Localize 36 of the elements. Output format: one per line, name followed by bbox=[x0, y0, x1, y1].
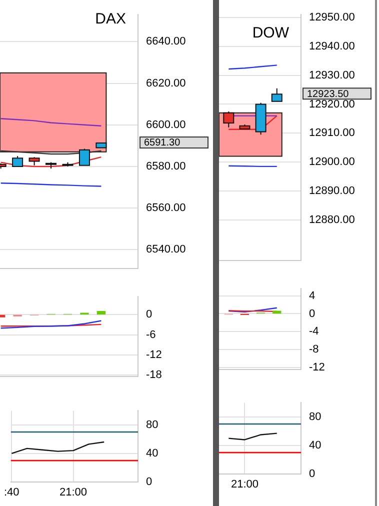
y-tick-label: -12 bbox=[146, 348, 162, 361]
y-tick-label: 80 bbox=[309, 410, 322, 423]
y-tick-label: 80 bbox=[146, 418, 158, 431]
y-tick-label: 6540.00 bbox=[146, 244, 186, 256]
y-tick-label: 40 bbox=[309, 439, 322, 452]
y-tick-label: 12940.00 bbox=[309, 40, 355, 52]
text: 6591.30 bbox=[144, 138, 181, 149]
y-tick-label: 0 bbox=[146, 308, 152, 321]
y-tick-label: 0 bbox=[146, 476, 152, 488]
text: 12923.50 bbox=[307, 88, 350, 100]
y-tick-label: 6620.00 bbox=[146, 77, 186, 90]
chart-title: DAX bbox=[95, 10, 126, 28]
y-tick-label: -18 bbox=[146, 369, 162, 382]
y-tick-label: -8 bbox=[309, 344, 319, 356]
y-tick-label: -12 bbox=[309, 362, 325, 374]
y-tick-label: 0 bbox=[309, 468, 316, 480]
y-tick-label: 4 bbox=[309, 290, 316, 302]
y-tick-label: 12910.00 bbox=[309, 127, 355, 140]
x-tick-label: 21:00 bbox=[60, 486, 88, 499]
y-tick-label: 12950.00 bbox=[309, 12, 355, 24]
y-tick-label: 12930.00 bbox=[309, 69, 355, 82]
x-tick-label: 21:00 bbox=[230, 478, 258, 491]
y-tick-label: -6 bbox=[146, 328, 156, 341]
y-tick-label: 12880.00 bbox=[309, 214, 355, 226]
y-tick-label: -4 bbox=[309, 326, 319, 338]
y-tick-label: 40 bbox=[146, 447, 158, 460]
y-tick-label: 6640.00 bbox=[146, 36, 186, 48]
y-tick-label: 12890.00 bbox=[309, 185, 355, 198]
y-tick-label: 6600.00 bbox=[146, 118, 186, 131]
x-tick-label: :40 bbox=[4, 486, 20, 499]
y-tick-label: 12900.00 bbox=[309, 156, 355, 168]
y-tick-label: 6560.00 bbox=[146, 202, 186, 214]
y-tick-label: 0 bbox=[309, 308, 316, 320]
y-tick-label: 6580.00 bbox=[146, 160, 186, 172]
y-tick-label: 12920.00 bbox=[309, 98, 355, 110]
text: DOW bbox=[252, 24, 290, 42]
